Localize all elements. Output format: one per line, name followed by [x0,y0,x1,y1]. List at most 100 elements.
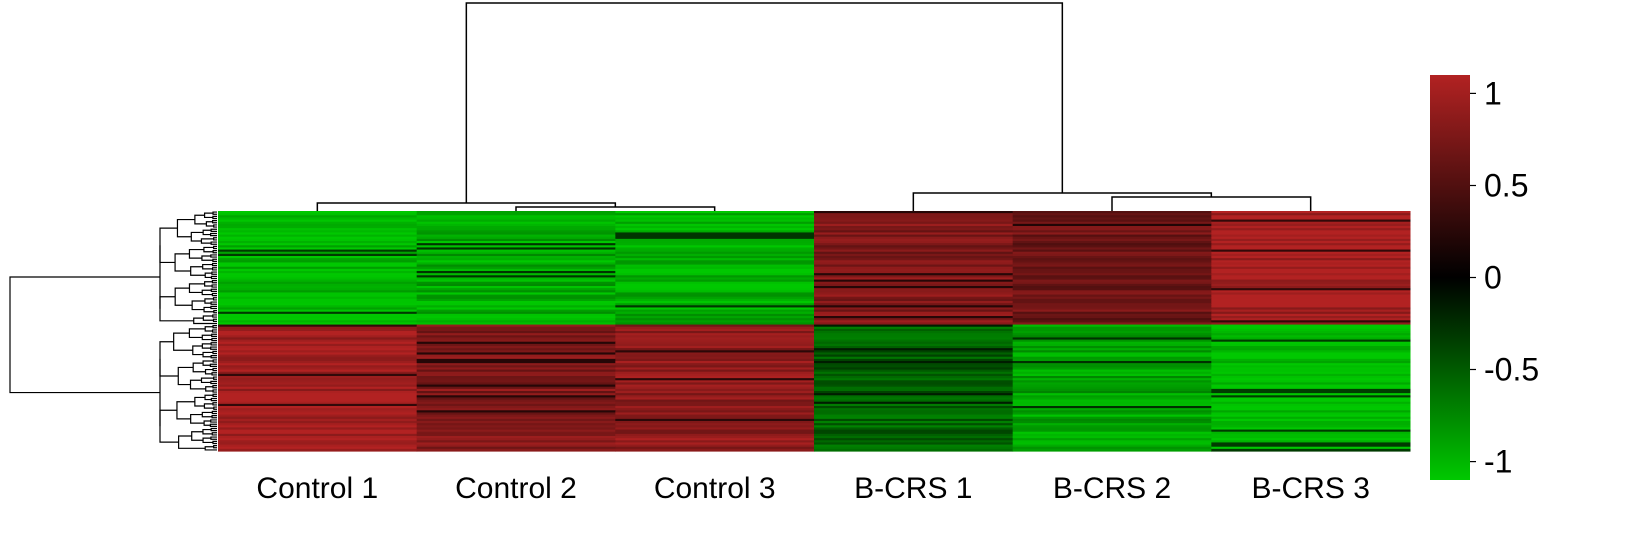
heatmap-cell [218,446,418,450]
dendrogram-link [212,245,217,250]
heatmap-cell [218,363,418,366]
heatmap-cell [218,361,418,364]
heatmap-cell [814,247,1014,251]
heatmap-cell [1211,395,1411,399]
dendrogram-link [210,346,217,350]
heatmap-cell [218,320,418,324]
heatmap-cell [814,408,1014,411]
heatmap-cell [615,436,815,439]
heatmap-cell [416,408,616,411]
heatmap-cell [416,253,616,257]
heatmap-cell [1012,241,1212,244]
heatmap-cell [416,260,616,264]
heatmap-cell [1012,335,1212,339]
dendrogram-link [212,318,217,322]
heatmap-cell [1211,320,1411,324]
heatmap-cell [1012,369,1212,373]
heatmap-cell [814,292,1014,296]
heatmap-cell [814,391,1014,394]
heatmap-cell [814,322,1014,326]
heatmap-cell [416,211,616,214]
column-label: Control 3 [654,472,776,505]
heatmap-cell [416,303,616,306]
heatmap-cell [615,238,815,242]
heatmap-cell [218,371,418,375]
dendrogram-link [210,380,217,385]
dendrogram-link [212,314,217,318]
heatmap-cell [1012,442,1212,446]
heatmap-cell [1211,333,1411,336]
heatmap-cell [1211,247,1411,251]
heatmap-cell [416,373,616,377]
heatmap-cell [814,305,1014,309]
heatmap-cell [1012,271,1212,274]
heatmap-cell [1211,258,1411,261]
heatmap-cell [416,333,616,336]
heatmap-cell [814,354,1014,358]
heatmap-cell [1211,367,1411,371]
heatmap-cell [615,386,815,390]
heatmap-cell [615,245,815,249]
heatmap-cell [615,425,815,429]
heatmap-cell [814,277,1014,281]
heatmap-cell [218,343,418,347]
heatmap-cell [416,416,616,420]
heatmap-cell [1211,369,1411,373]
heatmap-cell [615,275,815,279]
dendrogram-link [210,342,217,346]
heatmap-cell [218,326,418,330]
heatmap-cell [218,290,418,294]
heatmap-cell [1211,382,1411,386]
heatmap-cell [615,431,815,435]
heatmap-cell [218,303,418,306]
heatmap-cell [1012,232,1212,236]
heatmap-cell [814,294,1014,298]
heatmap-cell [814,436,1014,439]
heatmap-cell [1211,324,1411,328]
heatmap-cell [416,245,616,249]
heatmap-cell [615,388,815,392]
heatmap-cell [615,221,815,225]
heatmap-cell [814,395,1014,399]
heatmap-cell [615,215,815,219]
heatmap-cell [814,223,1014,227]
heatmap-cell [1211,213,1411,216]
heatmap-cell [615,350,815,354]
heatmap-cell [814,341,1014,345]
heatmap-cell [1211,286,1411,289]
dendrogram-link [174,253,191,272]
heatmap-cell [814,320,1014,324]
dendrogram-link [212,325,217,329]
heatmap-cell [1012,393,1212,396]
heatmap-cell [1012,386,1212,390]
heatmap-cell [814,283,1014,287]
heatmap-cell [1012,333,1212,336]
heatmap-cell [615,307,815,311]
dendrogram-link [191,300,205,311]
column-label: B-CRS 1 [854,472,972,505]
heatmap-cell [416,281,616,285]
heatmap-cell [1012,318,1212,321]
heatmap-cell [218,378,418,381]
heatmap-cell [218,211,418,214]
heatmap-cell [615,266,815,270]
heatmap-cell [1211,423,1411,426]
dendrogram-link [465,2,1064,203]
heatmap-cell [1211,399,1411,403]
heatmap-cell [218,440,418,444]
heatmap-cell [1012,401,1212,405]
heatmap-cell [218,324,418,328]
heatmap-cell [615,352,815,356]
heatmap-cell [814,429,1014,433]
heatmap-cell [416,262,616,266]
heatmap-cell [218,331,418,334]
heatmap-cell [1211,391,1411,394]
heatmap-cell [218,309,418,313]
heatmap-cell [218,348,418,351]
heatmap-cell [615,335,815,339]
heatmap-cell [814,318,1014,321]
heatmap-cell [615,427,815,431]
heatmap-cell [615,258,815,261]
row-dendrogram [9,211,217,451]
heatmap-cell [416,369,616,373]
